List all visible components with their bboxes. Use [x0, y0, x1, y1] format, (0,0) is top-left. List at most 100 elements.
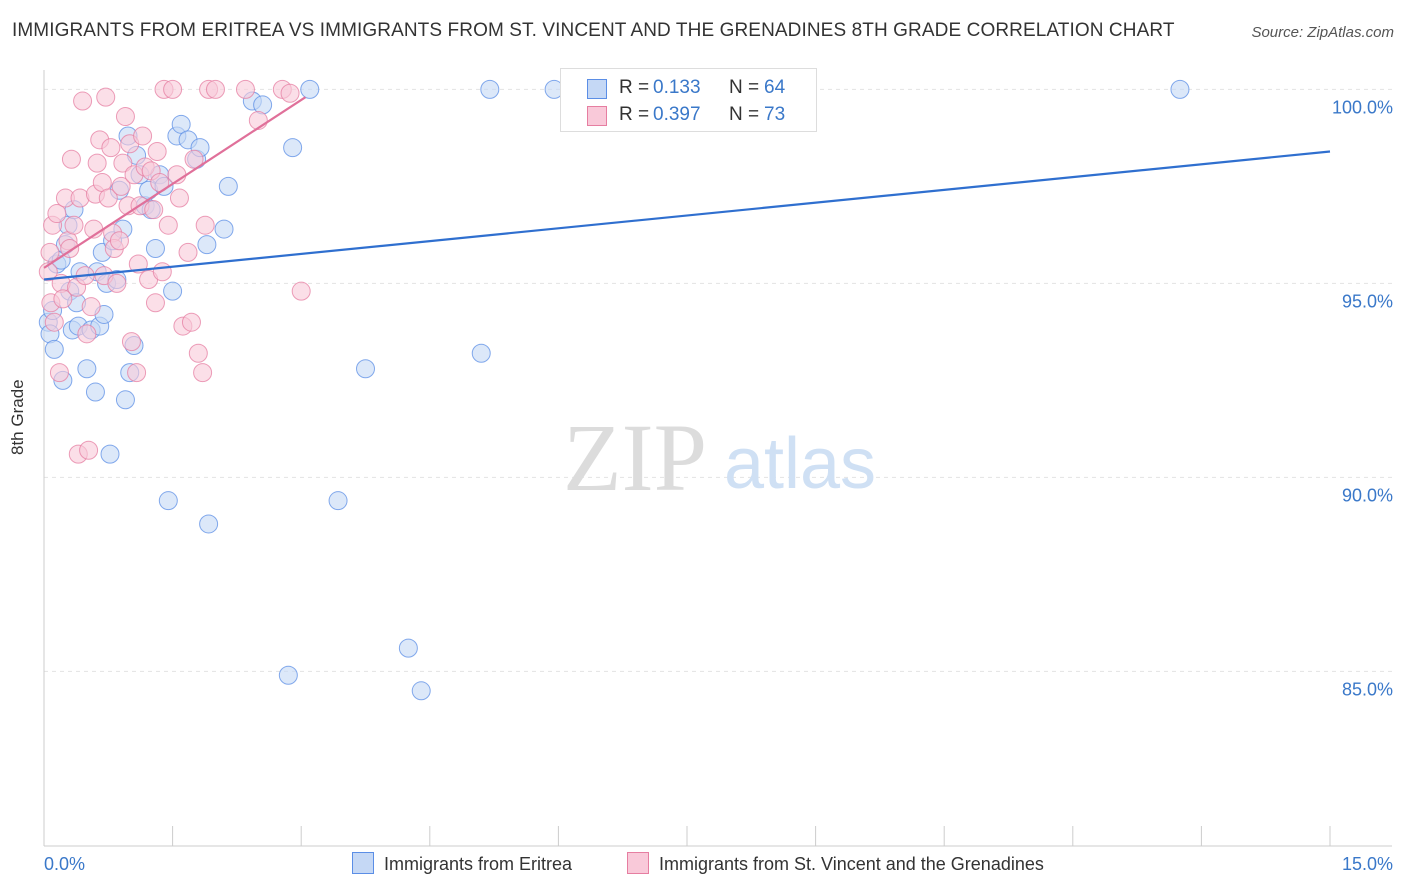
x-tick-label-min: 0.0%	[44, 854, 85, 874]
point-st-vincent	[109, 231, 129, 251]
x-tick-label-max: 15.0%	[1342, 854, 1393, 874]
point-st-vincent	[49, 363, 69, 383]
gridlines	[44, 88, 1392, 672]
point-eritrea	[218, 176, 238, 196]
point-st-vincent	[40, 242, 60, 262]
point-st-vincent	[169, 188, 189, 208]
point-st-vincent	[152, 262, 172, 282]
point-st-vincent	[107, 273, 127, 293]
point-st-vincent	[205, 79, 225, 99]
point-st-vincent	[291, 281, 311, 301]
point-st-vincent	[178, 242, 198, 262]
point-st-vincent	[81, 297, 101, 317]
point-st-vincent	[44, 312, 64, 332]
point-st-vincent	[113, 153, 133, 173]
point-st-vincent	[79, 440, 99, 460]
point-st-vincent	[184, 149, 204, 169]
point-st-vincent	[47, 204, 67, 224]
point-eritrea	[283, 138, 303, 158]
source-credit: Source: ZipAtlas.com	[1251, 24, 1394, 41]
y-tick-label: 90.0%	[1342, 485, 1393, 505]
y-tick-label: 85.0%	[1342, 679, 1393, 699]
point-st-vincent	[96, 87, 116, 107]
point-st-vincent	[87, 153, 107, 173]
legend-n-value: 64	[764, 77, 786, 98]
point-eritrea	[411, 681, 431, 701]
point-eritrea	[471, 343, 491, 363]
axes	[43, 70, 1392, 847]
point-st-vincent	[101, 138, 121, 158]
point-st-vincent	[127, 363, 147, 383]
point-st-vincent	[235, 79, 255, 99]
legend: R = 0.133 N = 64 R = 0.397 N = 73	[560, 68, 817, 132]
bottom-legend-st-vincent: Immigrants from St. Vincent and the Gren…	[627, 852, 1044, 875]
legend-n-label: N =	[729, 104, 760, 125]
point-eritrea	[328, 491, 348, 511]
point-eritrea	[85, 382, 105, 402]
point-st-vincent	[181, 312, 201, 332]
point-st-vincent	[128, 254, 148, 274]
point-eritrea	[214, 219, 234, 239]
legend-r-label: R =	[619, 104, 650, 125]
point-eritrea	[145, 238, 165, 258]
point-st-vincent	[163, 79, 183, 99]
point-st-vincent	[111, 176, 131, 196]
legend-n-value: 73	[764, 104, 786, 125]
point-st-vincent	[53, 289, 73, 309]
bottom-legend-label-st-vincent: Immigrants from St. Vincent and the Gren…	[659, 854, 1044, 874]
trend-line-eritrea	[43, 150, 1331, 281]
bottom-legend-label-eritrea: Immigrants from Eritrea	[384, 854, 573, 874]
point-st-vincent	[121, 332, 141, 352]
point-st-vincent	[188, 343, 208, 363]
y-tick-label: 95.0%	[1342, 291, 1393, 311]
point-st-vincent	[195, 215, 215, 235]
point-eritrea	[300, 79, 320, 99]
point-eritrea	[278, 665, 298, 685]
point-eritrea	[115, 390, 135, 410]
data-points	[38, 79, 1190, 701]
point-st-vincent	[61, 149, 81, 169]
point-st-vincent	[158, 215, 178, 235]
point-st-vincent	[145, 293, 165, 313]
point-st-vincent	[144, 200, 164, 220]
point-st-vincent	[98, 188, 118, 208]
point-eritrea	[77, 359, 97, 379]
watermark-atlas: atlas	[724, 424, 876, 504]
point-eritrea	[480, 79, 500, 99]
point-st-vincent	[133, 126, 153, 146]
tick-labels: 85.0% 90.0% 95.0% 100.0% 0.0% 15.0%	[44, 97, 1393, 874]
trend-line-st-vincent	[43, 96, 307, 269]
point-eritrea	[356, 359, 375, 379]
point-eritrea	[197, 235, 217, 255]
legend-swatch-eritrea	[587, 79, 607, 99]
point-eritrea	[100, 444, 120, 464]
point-eritrea	[398, 638, 418, 658]
bottom-legend-swatch-eritrea	[352, 852, 374, 874]
legend-r-label: R =	[619, 77, 650, 98]
bottom-legend-eritrea: Immigrants from Eritrea	[352, 852, 572, 875]
y-tick-label: 100.0%	[1332, 97, 1393, 117]
legend-n-label: N =	[729, 77, 760, 98]
point-eritrea	[163, 281, 183, 301]
point-eritrea	[158, 491, 178, 511]
bottom-legend-swatch-st-vincent	[627, 852, 649, 874]
point-st-vincent	[77, 324, 97, 344]
point-eritrea	[199, 514, 219, 534]
point-st-vincent	[193, 363, 213, 383]
point-st-vincent	[73, 91, 93, 111]
point-st-vincent	[64, 215, 84, 235]
legend-r-value: 0.133	[653, 77, 701, 98]
point-st-vincent	[115, 107, 135, 127]
point-eritrea	[44, 339, 64, 359]
trend-lines	[43, 96, 1331, 281]
legend-r-value: 0.397	[653, 104, 701, 125]
watermark-zip: ZIP	[563, 404, 707, 511]
chart-title: IMMIGRANTS FROM ERITREA VS IMMIGRANTS FR…	[12, 20, 1175, 41]
point-eritrea	[1170, 79, 1190, 99]
watermark: ZIP atlas	[563, 404, 876, 511]
point-st-vincent	[147, 141, 167, 161]
legend-swatch-st-vincent	[587, 106, 607, 126]
y-axis-label: 8th Grade	[8, 379, 27, 455]
point-st-vincent	[280, 83, 300, 103]
